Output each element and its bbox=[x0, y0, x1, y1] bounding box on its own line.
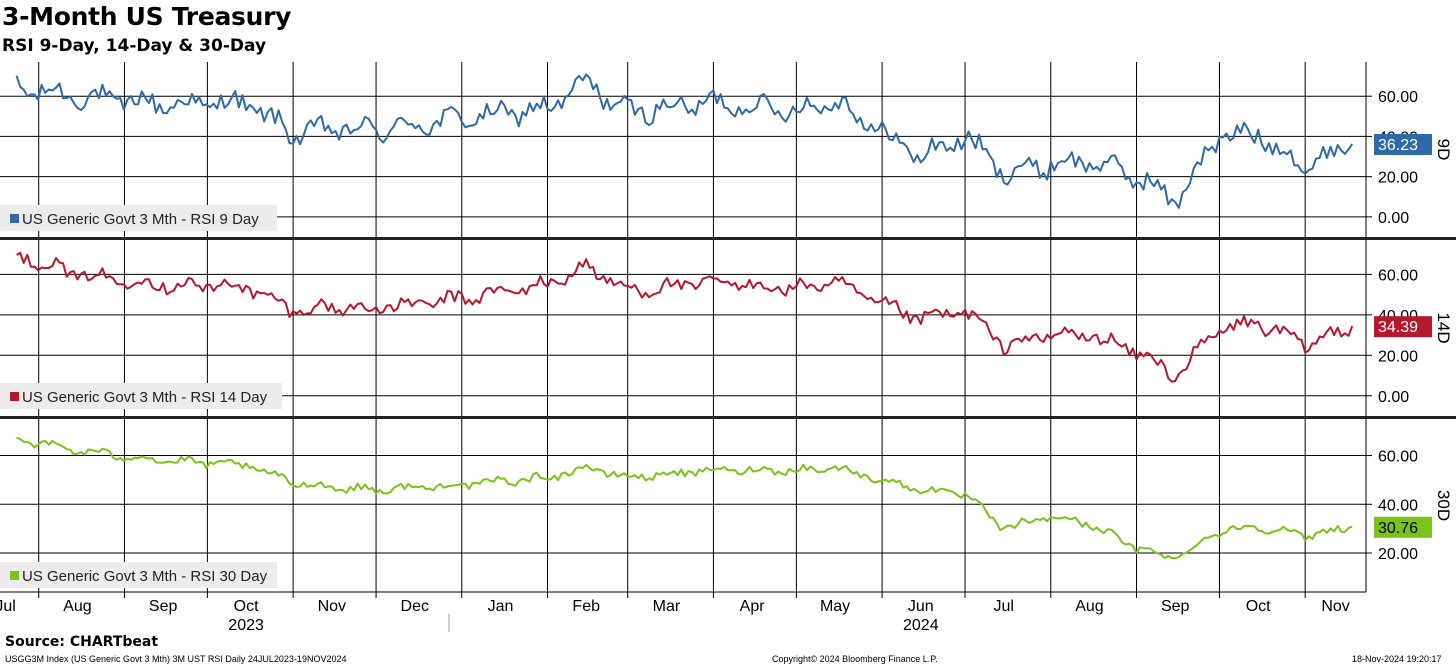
x-tick-label: Jul bbox=[0, 598, 16, 615]
index-description: USGG3M Index (US Generic Govt 3 Mth) 3M … bbox=[5, 654, 347, 664]
y-tick-label: 20.00 bbox=[1378, 348, 1418, 365]
legend-label: US Generic Govt 3 Mth - RSI 9 Day bbox=[22, 211, 259, 228]
y-tick-label: 60.00 bbox=[1378, 449, 1418, 466]
x-tick-label: Jul bbox=[994, 598, 1014, 615]
y-tick-label: 0.00 bbox=[1378, 210, 1409, 227]
series-line-9d bbox=[15, 73, 1354, 209]
chart-title: 3-Month US Treasury bbox=[2, 2, 292, 31]
x-tick-label: Dec bbox=[401, 598, 429, 615]
axis-layer: 0.0020.0040.0060.0036.239D0.0020.0040.00… bbox=[0, 62, 1456, 632]
rsi-chart: US Generic Govt 3 Mth - RSI 9 Day US Gene… bbox=[0, 62, 1456, 632]
last-value-tag bbox=[1374, 134, 1432, 156]
last-value-tag bbox=[1374, 516, 1432, 538]
legend-swatch bbox=[10, 571, 19, 580]
x-tick-label: Sep bbox=[149, 598, 178, 615]
y-tick-label: 20.00 bbox=[1378, 546, 1418, 563]
y-tick-label: 0.00 bbox=[1378, 389, 1409, 406]
y-tick-label: 20.00 bbox=[1378, 170, 1418, 187]
x-tick-label: Apr bbox=[740, 598, 766, 615]
legend-box bbox=[0, 383, 282, 409]
legend-layer: US Generic Govt 3 Mth - RSI 9 Day US Gene… bbox=[0, 205, 282, 588]
legend-swatch bbox=[10, 214, 19, 223]
x-tick-label: Mar bbox=[653, 598, 681, 615]
legend-label: US Generic Govt 3 Mth - RSI 30 Day bbox=[22, 568, 268, 585]
x-tick-label: May bbox=[820, 598, 850, 615]
y-tick-label: 60.00 bbox=[1378, 89, 1418, 106]
panel-label: 14D bbox=[1434, 312, 1453, 343]
last-value-tag bbox=[1374, 316, 1432, 338]
x-tick-label: Oct bbox=[1246, 598, 1271, 615]
timestamp: 18-Nov-2024 19:20:17 bbox=[1352, 654, 1442, 664]
x-tick-label: Nov bbox=[318, 598, 346, 615]
legend-box bbox=[0, 205, 277, 231]
last-value-label: 30.76 bbox=[1378, 520, 1418, 537]
x-tick-label: Sep bbox=[1161, 598, 1190, 615]
legend-swatch bbox=[10, 392, 19, 401]
x-tick-label: Nov bbox=[1321, 598, 1349, 615]
x-tick-label: Feb bbox=[572, 598, 600, 615]
series-line-14d bbox=[16, 251, 1354, 383]
x-year-label: 2024 bbox=[903, 617, 939, 632]
x-tick-label: Aug bbox=[1075, 598, 1103, 615]
x-tick-label: Jan bbox=[488, 598, 514, 615]
chart-subtitle: RSI 9-Day, 14-Day & 30-Day bbox=[2, 36, 267, 56]
x-tick-label: Jun bbox=[908, 598, 934, 615]
copyright-note: Copyright© 2024 Bloomberg Finance L.P. bbox=[772, 654, 938, 664]
series-line-30d bbox=[16, 436, 1353, 560]
legend-label: US Generic Govt 3 Mth - RSI 14 Day bbox=[22, 389, 268, 406]
panel-label: 9D bbox=[1434, 139, 1453, 161]
source-note: Source: CHARTbeat bbox=[5, 634, 159, 650]
grid-layer bbox=[0, 62, 1366, 592]
series-layer bbox=[15, 73, 1354, 560]
x-tick-label: Oct bbox=[234, 598, 259, 615]
last-value-label: 34.39 bbox=[1378, 319, 1418, 336]
legend-box bbox=[0, 562, 277, 588]
panel-label: 30D bbox=[1434, 490, 1453, 521]
x-tick-label: Aug bbox=[63, 598, 91, 615]
y-tick-label: 60.00 bbox=[1378, 267, 1418, 284]
last-value-label: 36.23 bbox=[1378, 137, 1418, 154]
y-tick-label: 40.00 bbox=[1378, 497, 1418, 514]
x-year-label: 2023 bbox=[228, 617, 264, 632]
